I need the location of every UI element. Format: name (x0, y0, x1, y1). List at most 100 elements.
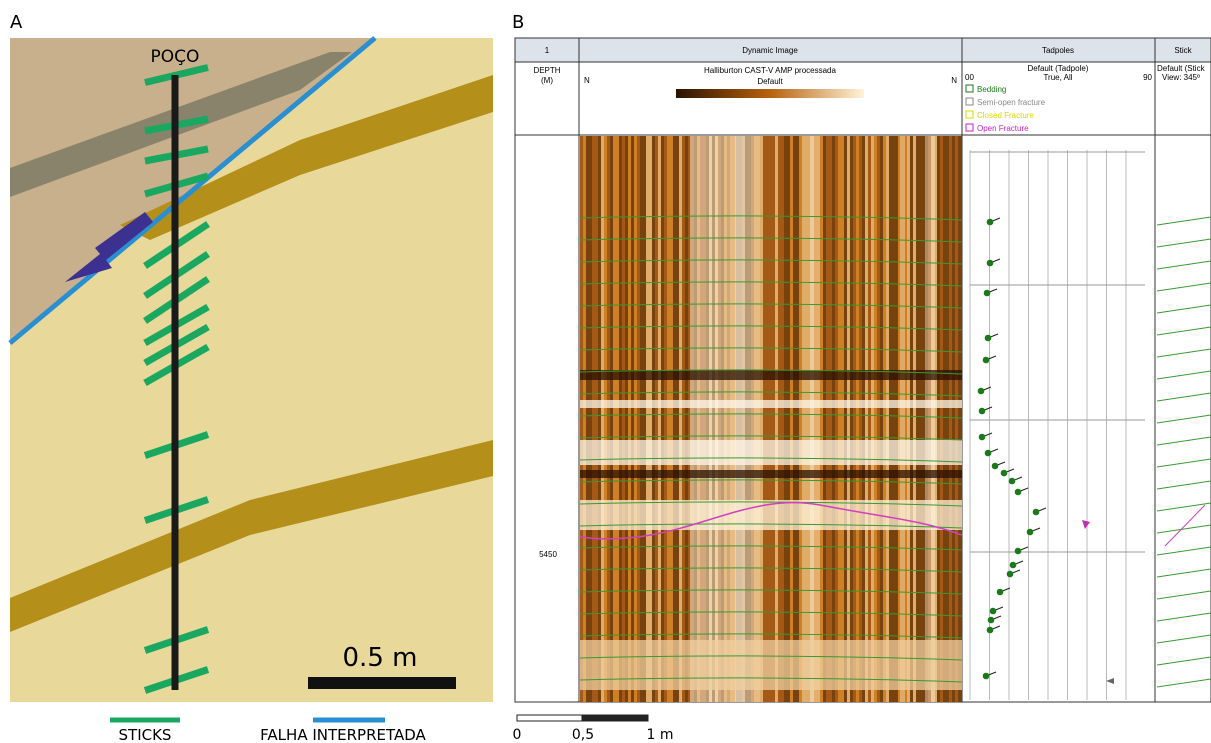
image-stripe (586, 136, 589, 702)
image-stripe (772, 136, 775, 702)
tadpole-mode: True, All (1043, 73, 1072, 82)
image-light (810, 136, 820, 702)
image-stripe (886, 136, 889, 702)
image-stripe (655, 136, 658, 702)
column-header: 1 (545, 46, 550, 55)
image-stripe (910, 136, 913, 702)
image-stripe (943, 136, 946, 702)
image-stripe (679, 136, 682, 702)
image-band (580, 640, 962, 690)
image-band (580, 470, 962, 478)
image-stripe (832, 136, 835, 702)
image-stripe (769, 136, 772, 702)
north-label: N (584, 76, 590, 85)
scale-label: 0.5 m (343, 643, 418, 673)
image-stripe (859, 136, 862, 702)
image-stripe (799, 136, 802, 702)
image-stripe (685, 136, 688, 702)
image-stripe (646, 136, 649, 702)
scale-label: 1 m (647, 727, 674, 743)
image-stripe (619, 136, 622, 702)
image-stripe (826, 136, 829, 702)
tadpole (992, 463, 999, 470)
tadpole (987, 260, 994, 267)
image-stripe (841, 136, 844, 702)
image-stripe (916, 136, 919, 702)
image-band (580, 370, 962, 380)
scale-bar (517, 715, 582, 721)
north-label: N (951, 76, 957, 85)
tadpole (1007, 571, 1014, 578)
tadpole (1033, 509, 1040, 516)
tadpole (987, 627, 994, 634)
image-stripe (601, 136, 604, 702)
image-stripe (940, 136, 943, 702)
image-stripe (595, 136, 598, 702)
tadpole (997, 589, 1004, 596)
image-stripe (673, 136, 676, 702)
image-stripe (880, 136, 883, 702)
image-stripe (661, 136, 664, 702)
scale-label: 0 (513, 727, 522, 743)
column-header: Dynamic Image (742, 46, 798, 55)
image-stripe (790, 136, 793, 702)
column-header: Tadpoles (1042, 46, 1074, 55)
column-header: Stick (1174, 46, 1192, 55)
image-stripe (634, 136, 637, 702)
image-stripe (658, 136, 661, 702)
image-stripe (781, 136, 784, 702)
image-stripe (850, 136, 853, 702)
image-stripe (622, 136, 625, 702)
image-stripe (598, 136, 601, 702)
image-stripe (631, 136, 634, 702)
image-light (925, 136, 935, 702)
legend-label: Open Fracture (977, 124, 1029, 133)
image-stripe (592, 136, 595, 702)
image-stripe (610, 136, 613, 702)
scale-label: 0,5 (572, 727, 594, 743)
image-stripe (847, 136, 850, 702)
header-row (515, 38, 1211, 62)
image-stripe (865, 136, 868, 702)
image-stripe (856, 136, 859, 702)
scale-bar (308, 677, 456, 689)
image-band (580, 400, 962, 408)
image-stripe (883, 136, 886, 702)
image-stripe (676, 136, 679, 702)
image-stripe (892, 136, 895, 702)
image-stripe (889, 136, 892, 702)
tadpole (979, 434, 986, 441)
image-stripe (637, 136, 640, 702)
tadpole-max: 90 (1143, 73, 1152, 82)
stick-view: View: 345º (1162, 73, 1200, 82)
tadpole (983, 357, 990, 364)
image-stripe (625, 136, 628, 702)
image-stripe (652, 136, 655, 702)
image-light (690, 136, 760, 702)
image-stripe (775, 136, 778, 702)
image-stripe (805, 136, 808, 702)
image-stripe (604, 136, 607, 702)
tadpole (990, 608, 997, 615)
image-band (580, 440, 962, 465)
tadpole-min: 00 (965, 73, 974, 82)
image-stripe (793, 136, 796, 702)
image-light (900, 136, 905, 702)
legend-label: STICKS (119, 726, 172, 743)
tadpole (987, 219, 994, 226)
scale-bar (582, 715, 648, 721)
image-stripe (796, 136, 799, 702)
panel-label: B (512, 12, 524, 33)
legend-label: FALHA INTERPRETADA (260, 726, 426, 743)
image-stripe (613, 136, 616, 702)
well-label: POÇO (151, 47, 200, 67)
image-stripe (643, 136, 646, 702)
image-stripe (649, 136, 652, 702)
image-stripe (682, 136, 685, 702)
tadpole (1010, 562, 1017, 569)
image-stripe (949, 136, 952, 702)
image-stripe (580, 136, 583, 702)
image-stripe (871, 136, 874, 702)
tadpole (983, 673, 990, 680)
image-light (735, 136, 745, 702)
